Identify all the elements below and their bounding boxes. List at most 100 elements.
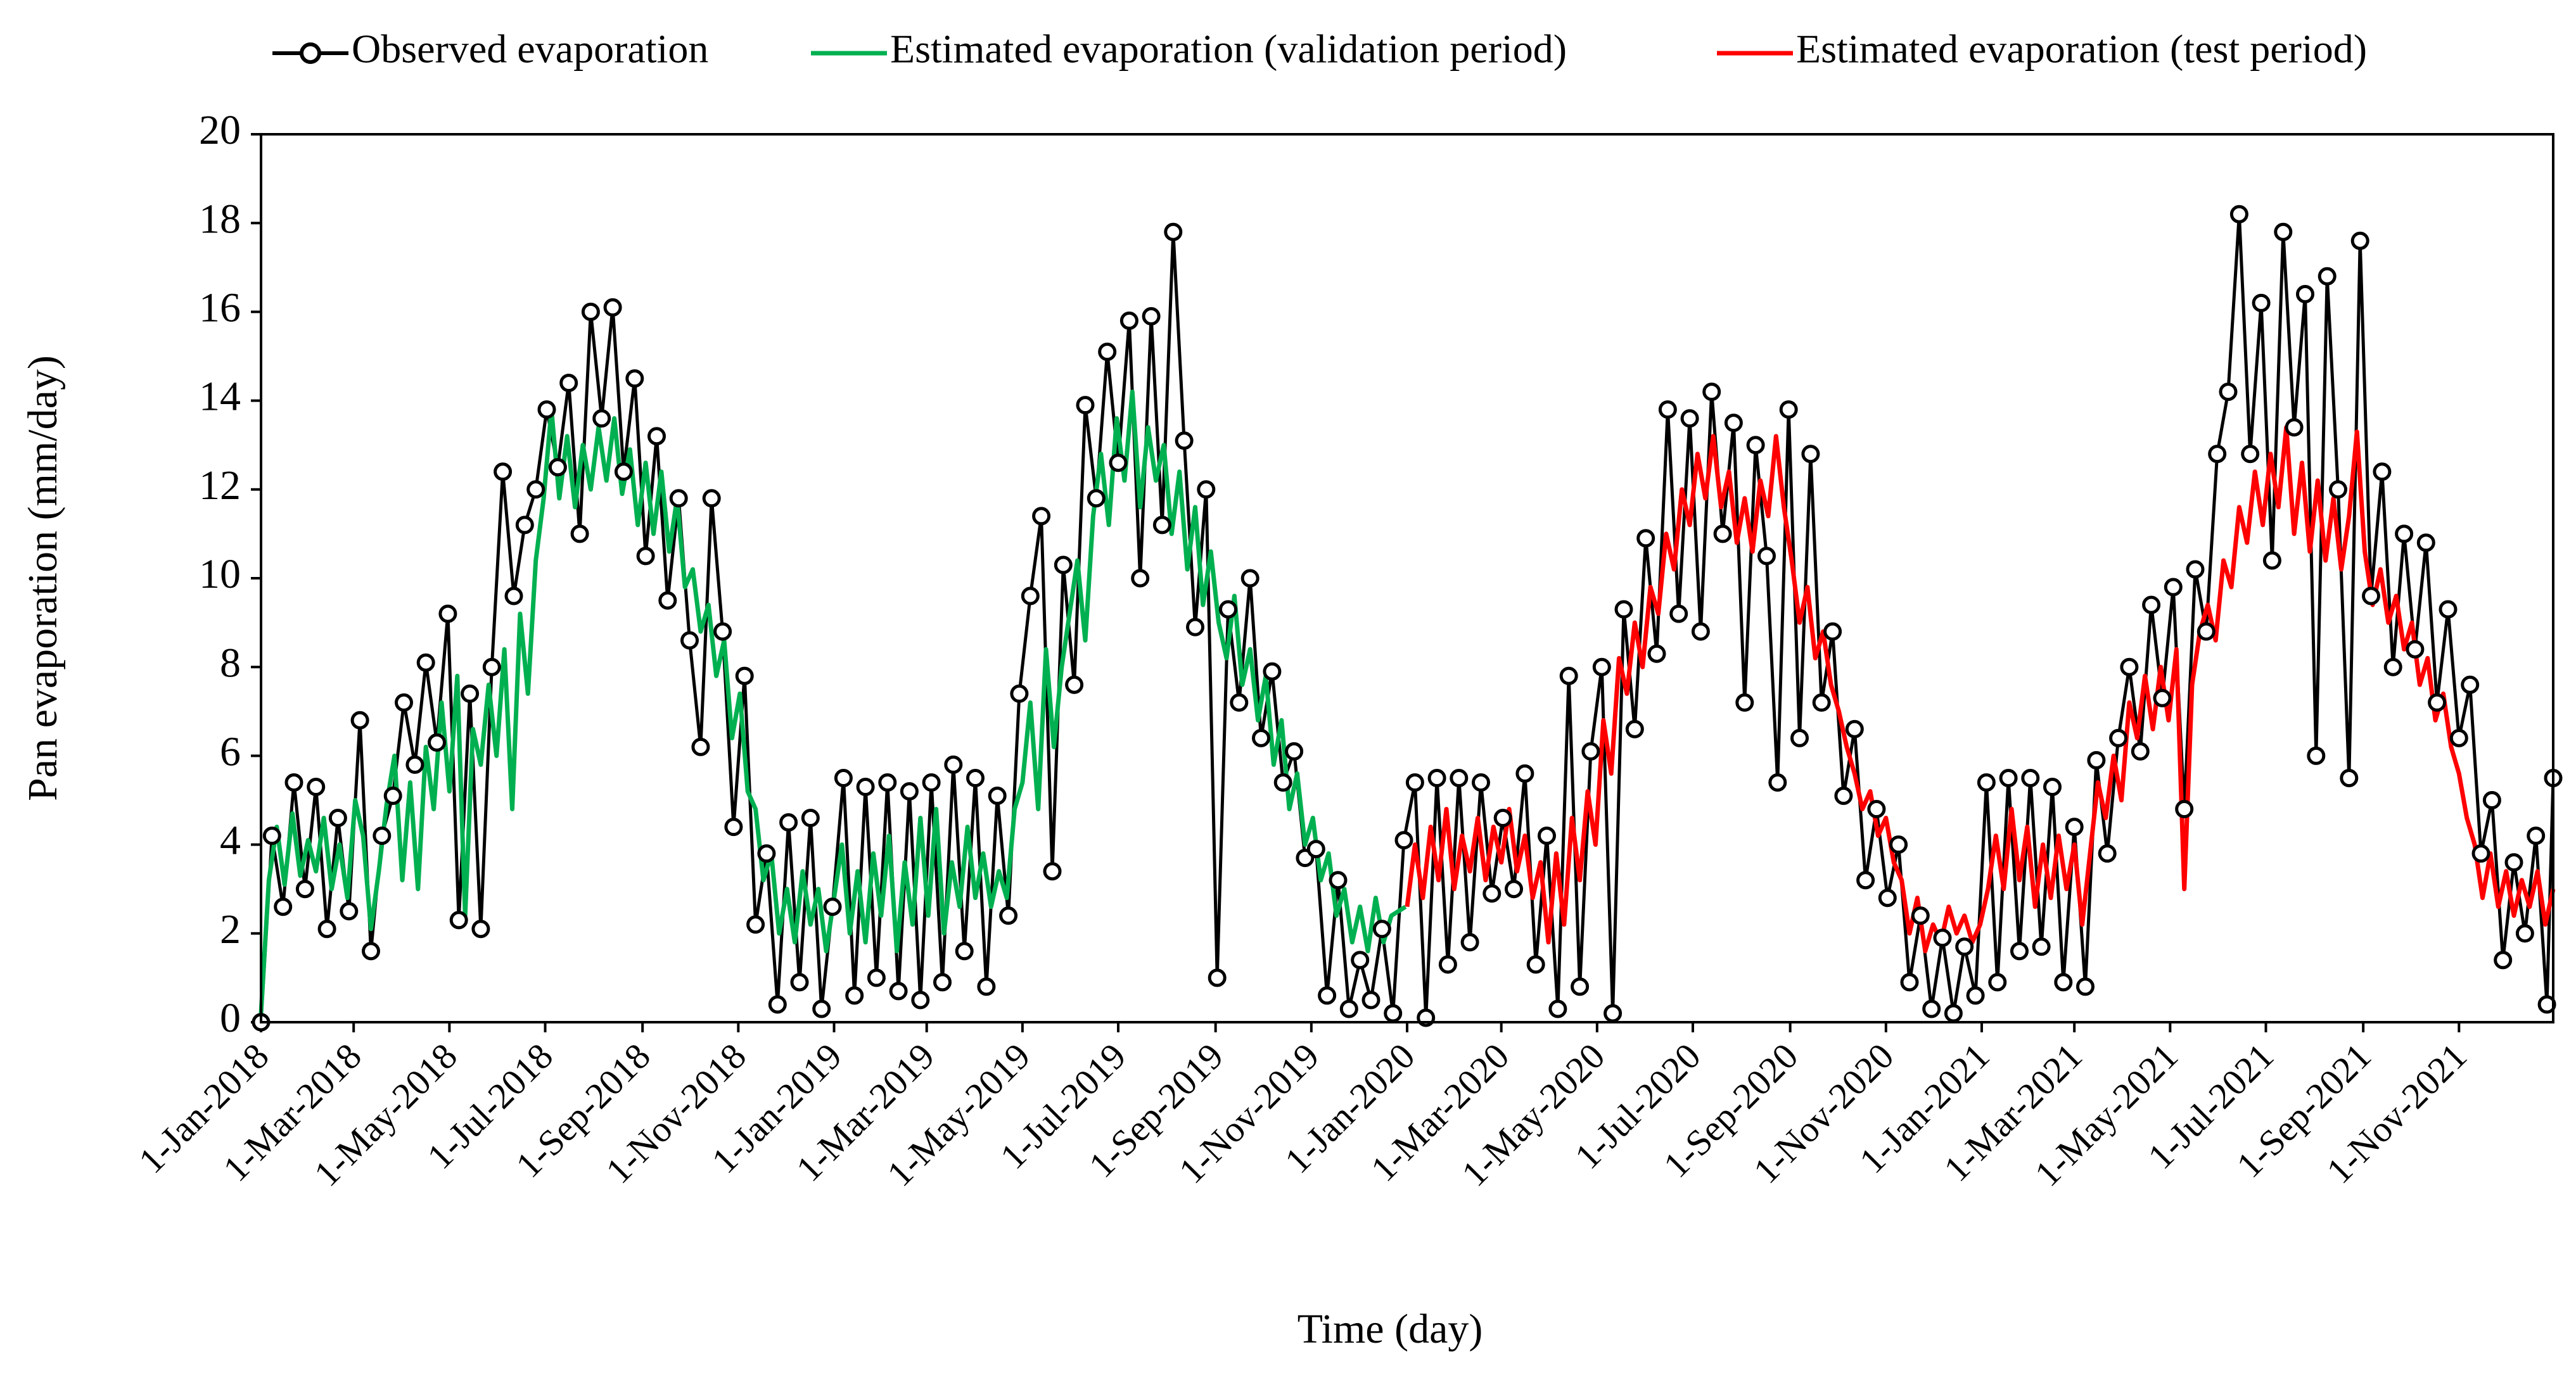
observed-point bbox=[2252, 293, 2271, 312]
observed-point bbox=[1405, 773, 1424, 792]
observed-point bbox=[1878, 889, 1897, 908]
observed-point bbox=[1339, 999, 1358, 1018]
observed-point bbox=[471, 920, 490, 939]
observed-point bbox=[350, 711, 369, 730]
observed-point bbox=[1604, 1004, 1623, 1023]
observed-point bbox=[405, 755, 424, 774]
observed-point bbox=[1152, 516, 1171, 535]
observed-point bbox=[1318, 986, 1337, 1005]
observed-point bbox=[1361, 991, 1380, 1010]
observed-point bbox=[625, 369, 644, 388]
observed-point bbox=[1988, 973, 2007, 992]
observed-point bbox=[1911, 906, 1930, 925]
observed-point bbox=[1142, 307, 1161, 326]
observed-point bbox=[691, 737, 710, 756]
observed-point bbox=[1757, 547, 1776, 566]
observed-point bbox=[1592, 657, 1611, 676]
observed-point bbox=[428, 733, 446, 752]
observed-point bbox=[878, 773, 897, 792]
observed-point bbox=[867, 968, 886, 987]
observed-point bbox=[494, 462, 513, 481]
observed-point bbox=[2461, 675, 2480, 694]
observed-point bbox=[2164, 578, 2183, 597]
observed-point bbox=[2395, 524, 2414, 543]
observed-point bbox=[2340, 769, 2359, 787]
observed-point bbox=[2296, 284, 2314, 303]
y-tick-label: 4 bbox=[220, 818, 241, 864]
observed-point bbox=[1306, 840, 1325, 859]
y-axis: 0 2 4 6 8 10 12 14 16 18 20 bbox=[199, 107, 261, 1041]
observed-point bbox=[944, 755, 963, 774]
observed-point bbox=[1724, 414, 1743, 433]
observed-point bbox=[702, 489, 721, 508]
observed-point bbox=[1680, 409, 1699, 428]
observed-point bbox=[504, 586, 523, 605]
observed-point bbox=[1581, 742, 1600, 761]
observed-point bbox=[1515, 764, 1534, 783]
observed-point bbox=[482, 657, 501, 676]
observed-point bbox=[1427, 769, 1446, 787]
observed-point bbox=[548, 458, 567, 477]
observed-point bbox=[1240, 569, 1259, 588]
observed-point bbox=[2373, 462, 2392, 481]
observed-point bbox=[823, 897, 842, 916]
observed-point bbox=[262, 826, 281, 846]
observed-point bbox=[328, 809, 347, 827]
observed-point bbox=[1285, 742, 1304, 761]
observed-point bbox=[636, 547, 655, 566]
observed-point bbox=[340, 902, 359, 921]
observed-point bbox=[1977, 773, 1996, 792]
observed-point bbox=[900, 782, 919, 801]
observed-point bbox=[955, 942, 974, 961]
observed-point bbox=[284, 773, 303, 792]
observed-point bbox=[1505, 880, 1523, 899]
observed-point bbox=[1010, 684, 1029, 703]
observed-point bbox=[2285, 418, 2304, 437]
observed-point bbox=[1834, 787, 1853, 805]
observed-point bbox=[2153, 688, 2172, 707]
observed-point bbox=[2109, 728, 2128, 747]
observed-point bbox=[856, 778, 875, 796]
observed-point bbox=[1032, 507, 1051, 526]
observed-point bbox=[1450, 769, 1469, 787]
observed-point bbox=[1472, 773, 1490, 792]
observed-point bbox=[2416, 533, 2435, 552]
observed-point bbox=[2262, 551, 2281, 570]
observed-point bbox=[1186, 618, 1204, 636]
observed-point bbox=[779, 813, 798, 832]
observed-point bbox=[274, 897, 293, 916]
observed-point bbox=[1812, 693, 1831, 712]
observed-point bbox=[2076, 977, 2095, 996]
observed-point bbox=[2350, 231, 2369, 250]
observed-point bbox=[713, 622, 732, 641]
observed-point bbox=[1329, 871, 1348, 890]
observed-point bbox=[1944, 1004, 1963, 1023]
y-tick-label: 14 bbox=[199, 374, 241, 420]
x-axis-title: Time (day) bbox=[1298, 1306, 1483, 1352]
observed-point bbox=[1021, 586, 1040, 605]
observed-point bbox=[2120, 657, 2139, 676]
observed-point bbox=[922, 773, 941, 792]
observed-point bbox=[889, 982, 908, 1001]
observed-point bbox=[790, 973, 809, 992]
observed-point bbox=[570, 524, 589, 543]
y-tick-label: 6 bbox=[220, 729, 241, 775]
observed-point bbox=[1691, 622, 1710, 641]
observed-point bbox=[2274, 222, 2293, 241]
observed-point bbox=[1889, 835, 1908, 854]
y-tick-label: 8 bbox=[220, 640, 241, 686]
observed-point bbox=[1460, 933, 1479, 952]
observed-point bbox=[834, 769, 853, 787]
series-line-validation bbox=[258, 390, 1407, 1014]
observed-point bbox=[461, 684, 480, 703]
y-tick-label: 0 bbox=[220, 995, 241, 1041]
x-axis: 1-Jan-20181-Mar-20181-May-20181-Jul-2018… bbox=[131, 1022, 2475, 1194]
observed-point bbox=[1636, 529, 1655, 548]
observed-point bbox=[2219, 383, 2238, 402]
observed-point bbox=[307, 778, 326, 796]
observed-point bbox=[735, 666, 754, 685]
observed-point bbox=[1043, 862, 1062, 881]
observed-point bbox=[559, 374, 578, 393]
observed-point bbox=[1999, 769, 2018, 787]
observed-point bbox=[2197, 622, 2216, 641]
